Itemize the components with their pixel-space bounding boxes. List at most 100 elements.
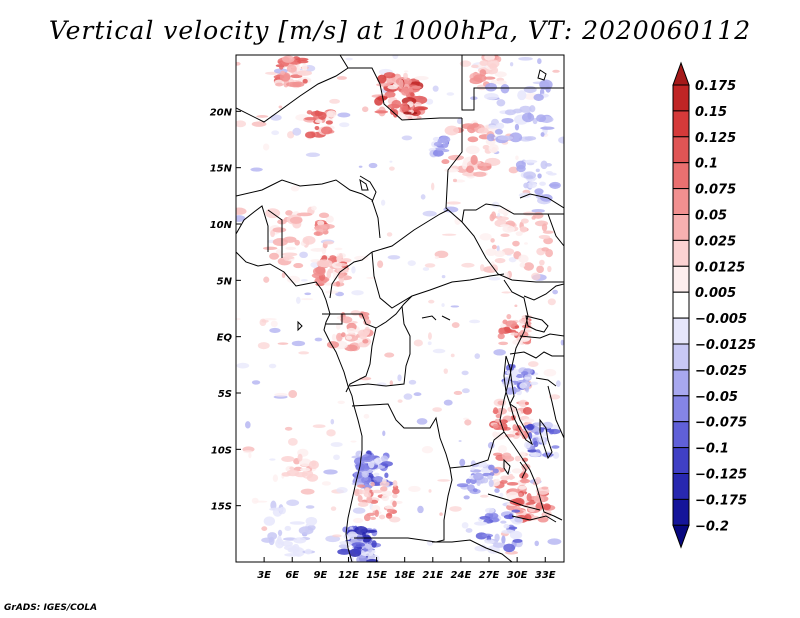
velocity-cell xyxy=(262,143,270,151)
velocity-cell xyxy=(422,210,437,217)
velocity-cell xyxy=(268,363,277,369)
velocity-cell xyxy=(281,456,295,463)
velocity-cell xyxy=(325,215,334,223)
velocity-cell xyxy=(451,322,460,328)
velocity-cell xyxy=(519,105,532,113)
velocity-cell xyxy=(424,263,436,268)
lat-label: 10S xyxy=(211,445,232,456)
colorbar-swatch xyxy=(672,317,690,345)
velocity-cell xyxy=(269,327,281,333)
velocity-cell xyxy=(540,160,548,170)
velocity-cell xyxy=(413,339,423,347)
velocity-cell xyxy=(318,212,330,219)
velocity-cell xyxy=(377,260,384,268)
velocity-cell xyxy=(335,280,341,287)
velocity-cell xyxy=(350,440,357,443)
velocity-cell xyxy=(522,324,532,329)
velocity-cell xyxy=(263,516,276,526)
colorbar-swatch xyxy=(672,239,690,267)
colorbar-swatch xyxy=(672,84,690,112)
velocity-cell xyxy=(505,320,518,327)
velocity-cell xyxy=(365,543,370,549)
velocity-cell xyxy=(511,509,521,513)
velocity-cell xyxy=(304,117,316,121)
velocity-cell xyxy=(340,316,353,324)
velocity-cell xyxy=(488,276,501,281)
velocity-cell xyxy=(307,524,316,531)
velocity-cell xyxy=(444,125,460,136)
velocity-cell xyxy=(345,335,353,340)
velocity-cell xyxy=(536,265,544,274)
velocity-cell xyxy=(282,252,298,257)
velocity-cell xyxy=(357,501,369,507)
velocity-cell xyxy=(272,238,288,247)
velocity-cell xyxy=(506,314,512,320)
velocity-cell xyxy=(294,471,309,478)
velocity-cell xyxy=(558,136,564,144)
velocity-cell xyxy=(336,76,347,80)
velocity-cell xyxy=(326,270,332,279)
velocity-cell xyxy=(545,85,551,93)
velocity-cell xyxy=(519,472,529,480)
velocity-cell xyxy=(523,85,537,94)
velocity-cell xyxy=(323,282,334,286)
velocity-cell xyxy=(441,159,450,165)
velocity-cell xyxy=(243,450,253,454)
velocity-cell xyxy=(363,514,371,522)
velocity-cell xyxy=(287,131,295,139)
velocity-cell xyxy=(488,143,499,154)
velocity-cell xyxy=(362,339,369,344)
velocity-cell xyxy=(497,400,505,406)
velocity-cell xyxy=(302,78,308,84)
velocity-cell xyxy=(543,368,557,377)
colorbar-label: −0.075 xyxy=(695,416,747,431)
velocity-cell xyxy=(413,106,428,111)
lon-label: 6E xyxy=(285,570,299,581)
velocity-cell xyxy=(382,430,386,437)
velocity-cell xyxy=(305,152,321,157)
colorbar-label: −0.05 xyxy=(695,390,738,405)
velocity-cell xyxy=(325,120,333,125)
velocity-cell xyxy=(363,413,370,419)
velocity-cell xyxy=(336,487,348,494)
velocity-cell xyxy=(489,213,495,222)
velocity-cell xyxy=(352,517,364,524)
velocity-cell xyxy=(461,522,469,529)
colorbar-label: 0.05 xyxy=(695,209,727,224)
velocity-cell xyxy=(542,503,551,511)
velocity-cell xyxy=(373,472,380,477)
velocity-cell xyxy=(286,64,297,73)
colorbar-swatch xyxy=(672,395,690,423)
velocity-cell xyxy=(560,339,564,346)
velocity-cell xyxy=(274,392,288,397)
velocity-cell xyxy=(518,492,523,498)
lon-label: 18E xyxy=(394,570,415,581)
velocity-cell xyxy=(385,513,393,519)
velocity-cell xyxy=(493,349,506,356)
velocity-cell xyxy=(358,165,363,168)
velocity-cell xyxy=(236,215,246,222)
velocity-cell xyxy=(381,461,393,467)
velocity-cell xyxy=(437,479,450,482)
velocity-cell xyxy=(381,494,390,502)
velocity-cell xyxy=(384,91,396,98)
vertical-velocity-field xyxy=(236,55,564,562)
lon-label: 9E xyxy=(313,570,327,581)
velocity-cell xyxy=(508,526,518,530)
velocity-cell xyxy=(473,171,487,177)
velocity-cell xyxy=(456,483,469,488)
velocity-cell xyxy=(422,267,430,271)
velocity-cell xyxy=(537,58,542,65)
velocity-cell xyxy=(403,393,413,400)
velocity-cell xyxy=(346,327,357,334)
velocity-cell xyxy=(471,64,479,69)
velocity-cell xyxy=(259,318,267,327)
velocity-cell xyxy=(335,262,348,267)
velocity-cell xyxy=(353,488,361,497)
velocity-cell xyxy=(453,390,463,395)
velocity-cell xyxy=(433,141,442,147)
velocity-cell xyxy=(494,533,500,542)
velocity-cell xyxy=(544,163,552,167)
velocity-cell xyxy=(357,484,366,488)
